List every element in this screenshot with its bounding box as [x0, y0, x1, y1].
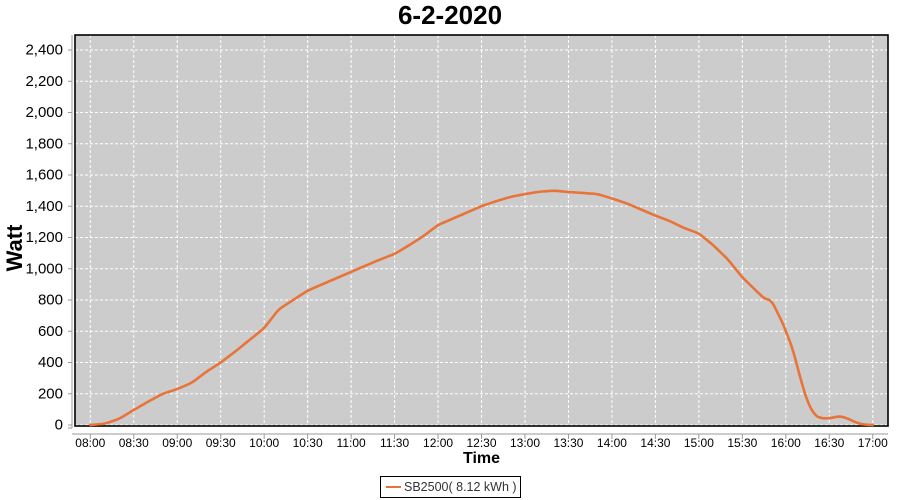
svg-text:1,200: 1,200 — [25, 229, 63, 246]
svg-text:800: 800 — [38, 292, 63, 309]
svg-text:2,400: 2,400 — [25, 42, 63, 59]
svg-text:1,800: 1,800 — [25, 135, 63, 152]
svg-text:1,000: 1,000 — [25, 260, 63, 277]
svg-text:2,000: 2,000 — [25, 104, 63, 121]
svg-text:600: 600 — [38, 323, 63, 340]
svg-text:400: 400 — [38, 354, 63, 371]
svg-text:200: 200 — [38, 385, 63, 402]
svg-text:Watt: Watt — [2, 224, 27, 272]
svg-text:1,600: 1,600 — [25, 167, 63, 184]
svg-text:2,200: 2,200 — [25, 73, 63, 90]
svg-text:0: 0 — [55, 417, 63, 434]
svg-text:1,400: 1,400 — [25, 198, 63, 215]
